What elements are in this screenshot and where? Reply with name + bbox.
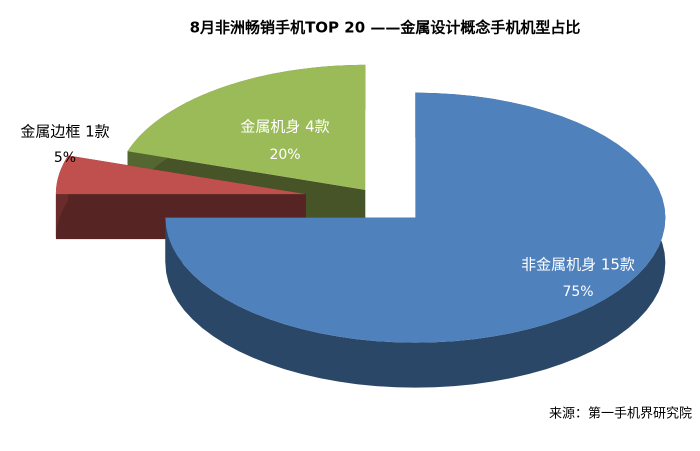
- slice-label: 非金属机身 15款: [521, 256, 635, 274]
- source: 来源：第一手机界研究院: [549, 407, 692, 422]
- value-label: 75%: [562, 284, 593, 300]
- slice: [165, 92, 666, 388]
- slice-label: 金属边框 1款: [20, 123, 109, 141]
- value-label: 5%: [54, 150, 76, 166]
- slice-top: [55, 155, 306, 195]
- slice-top: [127, 64, 366, 190]
- chart-title: 8月非洲畅销手机TOP 20 ——金属设计概念手机机型占比: [190, 19, 581, 37]
- slice-label: 金属机身 4款: [240, 118, 329, 136]
- slice-top: [165, 92, 666, 343]
- value-label: 20%: [269, 147, 300, 163]
